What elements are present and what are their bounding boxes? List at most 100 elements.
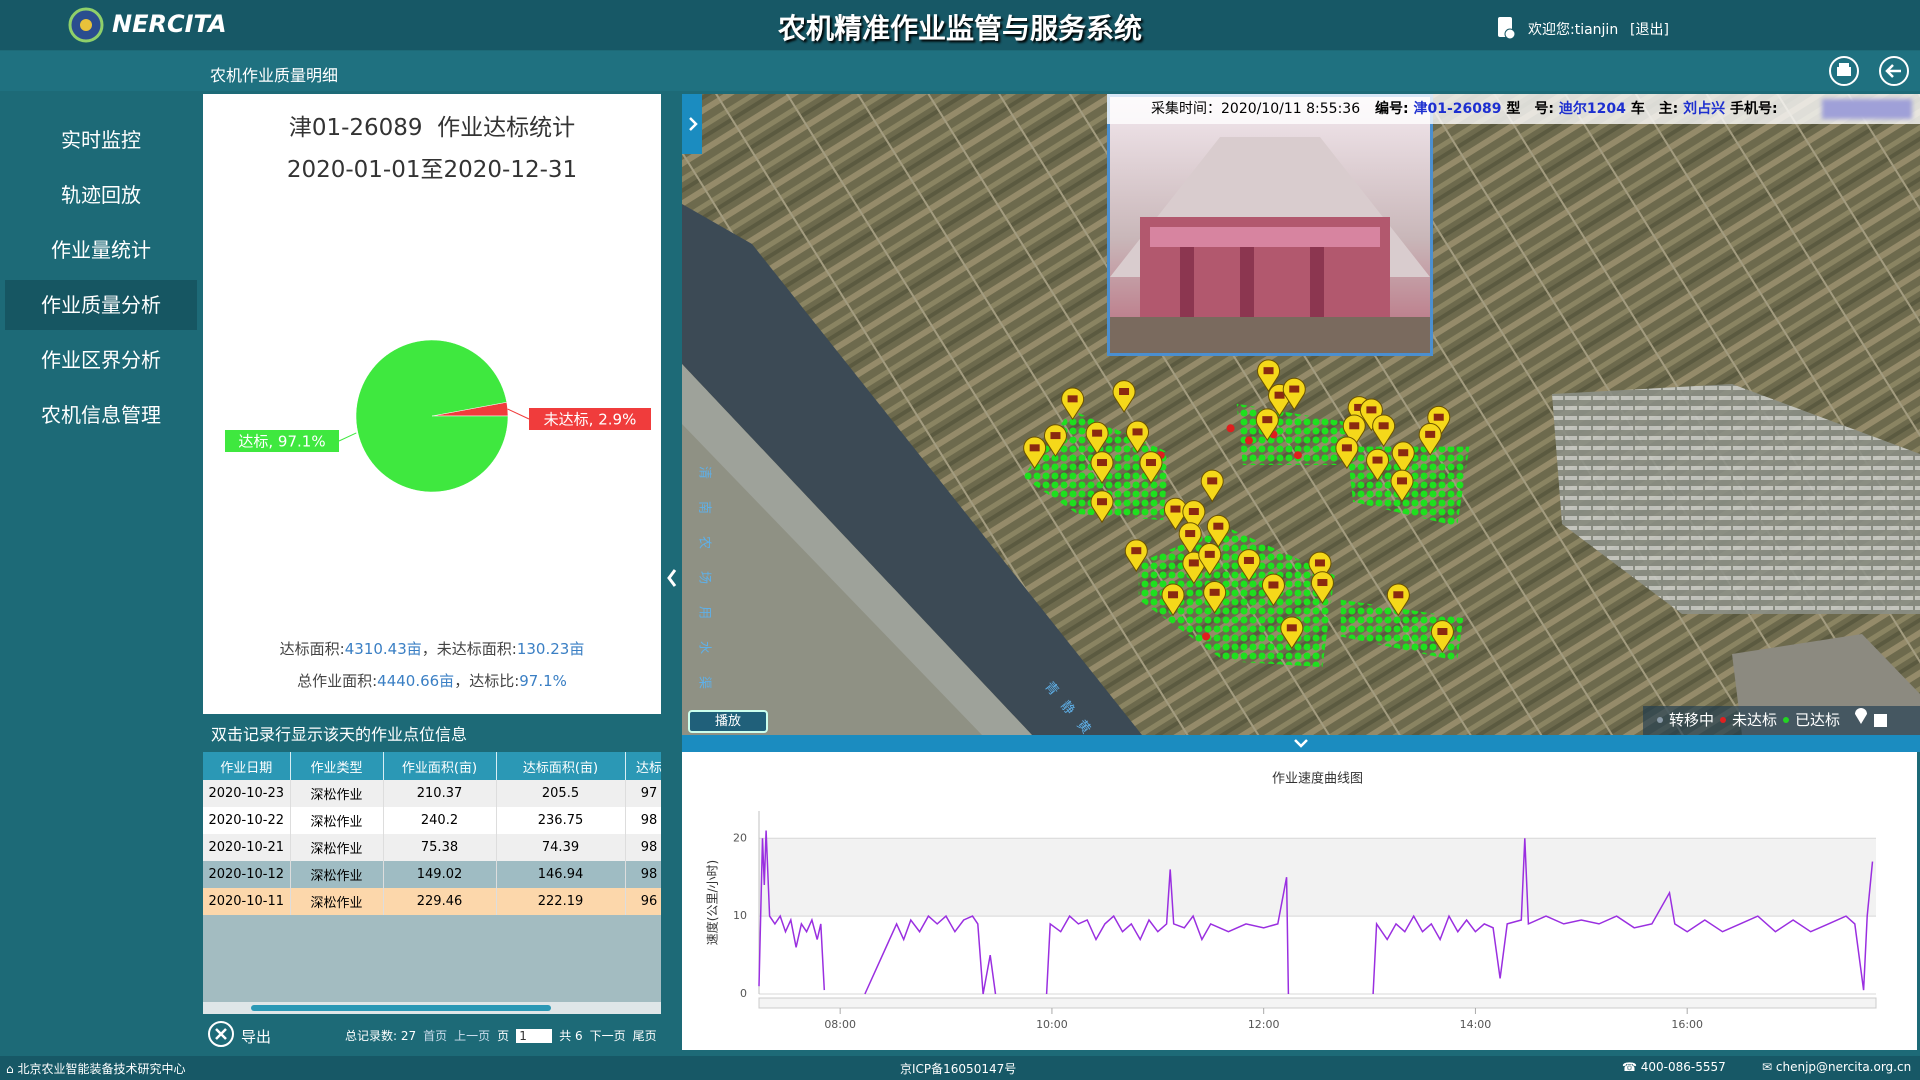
table-cell: 205.5 xyxy=(496,780,626,807)
prev-page[interactable]: 上一页 xyxy=(454,1029,491,1043)
photo-marker[interactable] xyxy=(1206,514,1230,548)
marker-pin xyxy=(1085,421,1109,455)
marker-pin xyxy=(1359,398,1383,432)
photo-marker[interactable] xyxy=(1390,469,1414,503)
nav-item[interactable]: 作业区界分析 xyxy=(41,348,161,372)
photo-marker[interactable] xyxy=(1139,451,1163,484)
map[interactable]: 清南农场用水渠青静黄排水渠 采集时间：2020/10/11 8:55:36 编号… xyxy=(682,94,1920,735)
photo-marker[interactable] xyxy=(1255,408,1279,442)
back-button[interactable] xyxy=(1878,55,1910,87)
first-page[interactable]: 首页 xyxy=(423,1029,448,1043)
camera-icon xyxy=(1185,530,1196,538)
photo-marker[interactable] xyxy=(1280,616,1304,650)
photo-marker[interactable] xyxy=(1090,451,1114,484)
photo-marker[interactable] xyxy=(1198,543,1222,576)
table-row[interactable]: 2020-10-22 深松作业 240.2 236.75 98 xyxy=(203,807,661,834)
record-table: 作业日期 作业类型 作业面积(亩) 达标面积(亩) 达标 2020-10-23 深松作业 21… xyxy=(203,752,661,915)
marker-pin xyxy=(1386,583,1410,617)
collapse-arrow[interactable] xyxy=(667,569,677,587)
print-button[interactable] xyxy=(1828,55,1860,87)
photo-marker[interactable] xyxy=(1366,448,1389,482)
nav-item[interactable]: 作业量统计 xyxy=(51,238,151,262)
nav-item[interactable]: 实时监控 xyxy=(61,128,141,152)
subheader-title: 农机作业质量明细 xyxy=(210,66,339,85)
panel-toggle[interactable] xyxy=(682,94,702,154)
table-cell: 深松作业 xyxy=(290,807,384,834)
export-icon[interactable] xyxy=(207,1020,235,1048)
camera-icon xyxy=(1204,550,1215,558)
table-cell: 2020-10-22 xyxy=(203,807,291,834)
photo-marker[interactable] xyxy=(1237,549,1261,582)
h-scrollbar[interactable] xyxy=(203,1002,661,1014)
nav-item[interactable]: 作业质量分析 xyxy=(5,280,197,330)
phone-blurred xyxy=(1822,99,1912,119)
photo-marker[interactable] xyxy=(1203,580,1227,614)
camera-icon xyxy=(1274,391,1285,399)
photo-marker[interactable] xyxy=(1310,571,1334,604)
marker-pin xyxy=(1124,539,1148,573)
camera-icon xyxy=(1067,395,1078,403)
nav-item[interactable]: 轨迹回放 xyxy=(61,183,141,207)
photo-marker[interactable] xyxy=(1308,551,1332,585)
y-axis-title: 速度(公里/小时) xyxy=(705,860,720,945)
x-tick-label: 10:00 xyxy=(1036,1018,1068,1031)
stats-line-1: 达标面积:4310.43亩，未达标面积:130.23亩 xyxy=(203,638,661,659)
photo-marker[interactable] xyxy=(1090,490,1114,524)
photo-marker[interactable] xyxy=(1044,424,1067,458)
user-icon xyxy=(1498,17,1516,40)
photo-marker[interactable] xyxy=(1335,436,1359,470)
chevron[interactable] xyxy=(1294,739,1308,748)
camera-icon xyxy=(1168,591,1179,599)
table-cell: 2020-10-12 xyxy=(203,861,291,888)
export[interactable]: 导出 xyxy=(241,1028,272,1046)
photo-marker[interactable] xyxy=(1262,573,1285,607)
camera-icon xyxy=(1433,413,1444,421)
label: ，达标比: xyxy=(454,672,520,690)
photo-marker[interactable] xyxy=(1085,421,1109,455)
photo-marker[interactable] xyxy=(1386,583,1410,617)
table-row[interactable]: 2020-10-23 深松作业 210.37 205.5 97 xyxy=(203,780,661,807)
label: 达标面积: xyxy=(279,640,345,658)
table-row[interactable]: 2020-10-12 深松作业 149.02 146.94 98 xyxy=(203,861,661,888)
page-input[interactable]: 1 xyxy=(516,1028,553,1043)
photo-marker[interactable] xyxy=(1124,539,1148,573)
table-cell: 2020-10-11 xyxy=(203,888,291,915)
last-page[interactable]: 尾页 xyxy=(632,1029,657,1043)
photo-marker[interactable] xyxy=(1372,414,1396,448)
value: 97.1% xyxy=(519,672,567,690)
photo-marker[interactable] xyxy=(1126,420,1149,454)
photo-marker[interactable] xyxy=(1418,423,1442,456)
camera-icon xyxy=(1262,416,1273,424)
table-row[interactable]: 2020-10-11 深松作业 229.46 222.19 96 xyxy=(203,888,661,915)
photo-marker[interactable] xyxy=(1257,359,1280,393)
table-cell: 222.19 xyxy=(496,888,626,915)
photo-marker[interactable] xyxy=(1161,583,1185,617)
marker-pin xyxy=(1182,500,1206,533)
photo-marker[interactable] xyxy=(1282,377,1306,411)
label: ，未达标面积: xyxy=(421,640,517,658)
play-button[interactable]: 播放 xyxy=(688,710,768,733)
marker-pin xyxy=(1090,451,1114,484)
photo-marker[interactable] xyxy=(1391,441,1415,475)
chart-toggle-strip xyxy=(682,735,1920,752)
table-cell: 深松作业 xyxy=(290,888,384,915)
table-caption: 双击记录行显示该天的作业点位信息 xyxy=(203,720,661,750)
photo-marker[interactable] xyxy=(1182,500,1206,533)
photo-marker[interactable] xyxy=(1023,436,1047,470)
photo-marker[interactable] xyxy=(1178,522,1202,555)
table-row[interactable]: 2020-10-21 深松作业 75.38 74.39 98 xyxy=(203,834,661,861)
video-frame[interactable] xyxy=(1107,94,1433,356)
logout[interactable]: [退出] xyxy=(1630,22,1669,38)
photo-marker[interactable] xyxy=(1200,469,1224,503)
next-page[interactable]: 下一页 xyxy=(589,1029,626,1043)
photo-marker[interactable] xyxy=(1112,380,1136,413)
photo-marker[interactable] xyxy=(1427,405,1451,439)
org: ⌂ 北京农业智能装备技术研究中心 xyxy=(6,1062,186,1076)
photo-marker[interactable] xyxy=(1430,620,1454,653)
photo-marker[interactable] xyxy=(1061,387,1085,421)
chart-title: 作业速度曲线图 xyxy=(1272,771,1363,787)
pie-slice xyxy=(355,339,509,493)
nav-item[interactable]: 农机信息管理 xyxy=(41,403,161,427)
photo-marker[interactable] xyxy=(1342,414,1366,448)
photo-marker[interactable] xyxy=(1359,398,1383,432)
